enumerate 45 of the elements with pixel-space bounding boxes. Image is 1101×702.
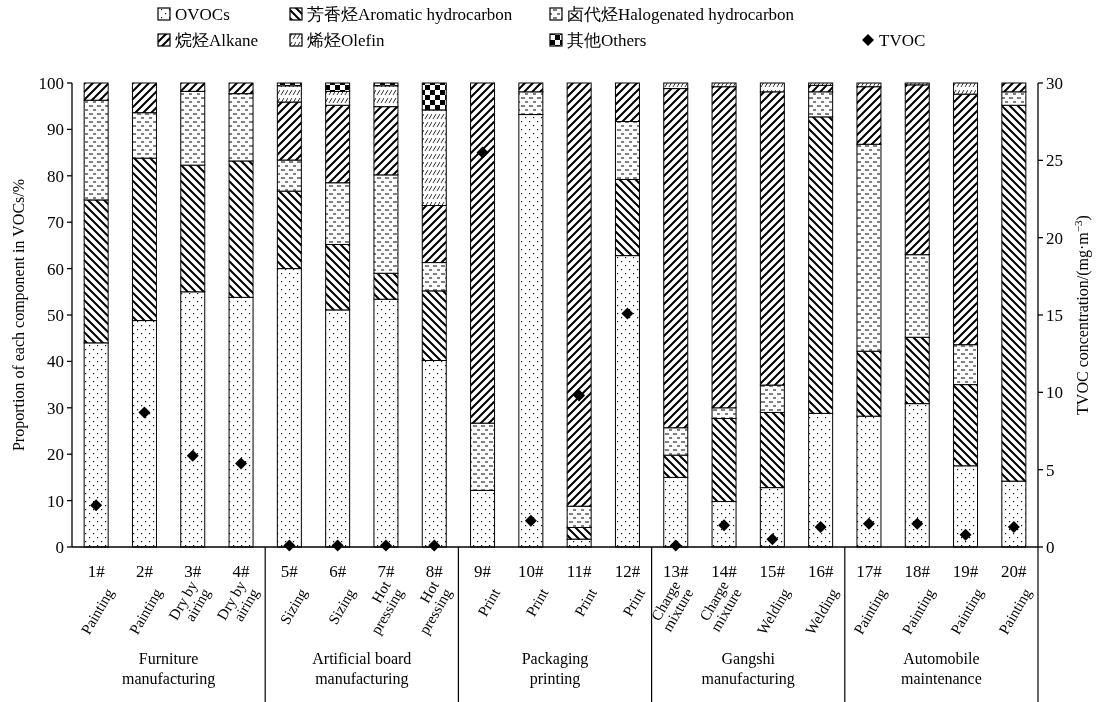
y-tick-label: 30 [47,398,64,418]
text: Artificial board manufacturing [312,650,412,688]
y-tick-label: 70 [47,213,64,233]
legend-label: 烷烃Alkane [175,31,259,50]
legend-label: 芳香烃Aromatic hydrocarbon [307,5,513,24]
legend-label: OVOCs [175,5,230,24]
y2-tick-label: 20 [1046,228,1063,248]
text: Packaging printing [521,650,589,688]
y-tick-label: 100 [38,74,64,93]
y2-tick-label: 5 [1046,460,1055,480]
y2-tick-label: 15 [1046,306,1063,325]
y-tick-label: 10 [47,491,64,511]
y-tick-label: 50 [47,306,64,325]
point [138,406,151,419]
point [90,499,103,512]
legend-label: 卤代烃Halogenated hydrocarbon [567,5,795,24]
legend-label: TVOC [879,31,926,50]
y-tick-label: 0 [55,538,64,557]
point [573,389,586,402]
y-tick-label: 60 [47,259,64,279]
point [235,457,248,470]
text: Gangshi manufacturing [701,650,795,688]
point [959,528,972,541]
text: Automobile maintenance [900,650,982,687]
y2-tick-label: 30 [1046,74,1063,93]
y2-tick-label: 0 [1046,538,1055,557]
text: Furniture manufacturing [121,650,216,688]
legend-label: 其他Others [567,31,647,50]
point [862,517,875,530]
y-tick-label: 20 [47,445,64,465]
point [766,533,779,546]
y2-tick-label: 25 [1046,151,1063,171]
point [621,307,634,320]
point [186,449,199,462]
point [911,517,924,530]
point [814,520,827,533]
y-tick-label: 80 [47,166,64,186]
legend-label: 烯烃Olefin [307,31,385,50]
point [1007,520,1020,533]
point [476,146,489,159]
y-tick-label: 90 [47,120,64,140]
y2-tick-label: 10 [1046,383,1063,403]
y-tick-label: 40 [47,352,64,372]
point [524,514,537,527]
y-axis-title: Proportion of each component in VOCs/% [10,178,28,452]
